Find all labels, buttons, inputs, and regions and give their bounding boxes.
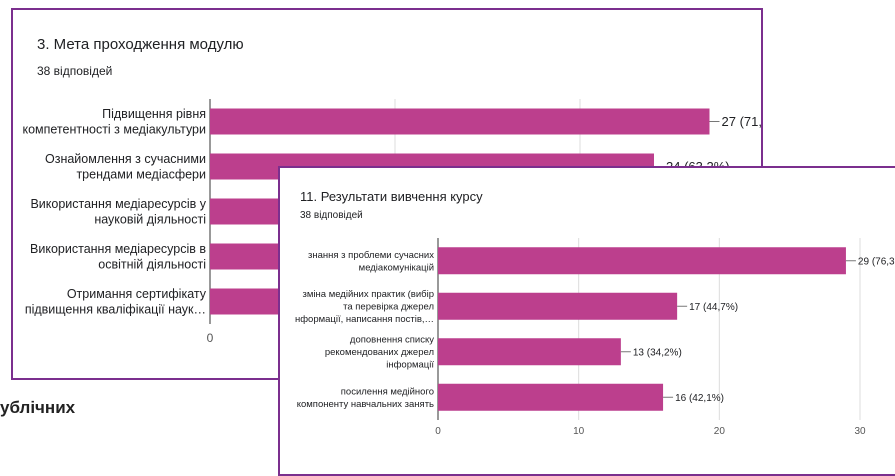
category-label: рекомендованих джерел bbox=[325, 347, 434, 358]
chart-title: 11. Результати вивчення курсу bbox=[300, 189, 483, 204]
data-label: 13 (34,2%) bbox=[633, 347, 682, 358]
category-label: медіакомунікацій bbox=[359, 262, 434, 273]
data-label: 29 (76,3%) bbox=[858, 256, 895, 267]
category-label: нформації, написання постів,… bbox=[295, 314, 434, 325]
bar-chart-course-results: 0 10 20 30 знання з проблеми сучаснихмедіако… bbox=[295, 238, 895, 437]
category-label: компоненту навчальних занять bbox=[297, 399, 434, 410]
category-label: посилення медійного bbox=[341, 386, 434, 397]
category-label: компетентності з медіакультури bbox=[22, 123, 206, 137]
category-label: доповнення списку bbox=[350, 335, 434, 346]
x-tick-label: 10 bbox=[573, 426, 585, 437]
category-label: освітній діяльності bbox=[98, 258, 206, 272]
response-count: 38 відповідей bbox=[37, 64, 113, 78]
bar bbox=[438, 292, 678, 320]
data-label: 27 (71,1%) bbox=[722, 114, 764, 129]
x-tick-label: 30 bbox=[854, 426, 866, 437]
data-label: 16 (42,1%) bbox=[675, 393, 724, 404]
chart-panel-course-results: 11. Результати вивчення курсу 38 відпові… bbox=[278, 166, 895, 476]
bar bbox=[438, 383, 664, 411]
data-label: 17 (44,7%) bbox=[689, 302, 738, 313]
chart-title: 3. Мета проходження модулю bbox=[37, 36, 244, 53]
x-tick-label: 0 bbox=[207, 331, 214, 345]
category-label: та перевірка джерел bbox=[343, 302, 434, 313]
bar bbox=[438, 338, 621, 366]
category-label: науковій діяльності bbox=[94, 213, 206, 227]
bar bbox=[210, 108, 710, 135]
category-label: підвищення кваліфікації наук… bbox=[25, 303, 206, 317]
category-label: Використання медіаресурсів в bbox=[30, 242, 206, 256]
bar bbox=[438, 247, 846, 275]
category-label: Ознайомлення з сучасними bbox=[45, 152, 206, 166]
category-label: Отримання сертифікату bbox=[67, 287, 207, 301]
category-label: трендами медіасфери bbox=[76, 168, 206, 182]
category-label: інформації bbox=[386, 360, 434, 371]
x-tick-label: 0 bbox=[435, 426, 441, 437]
category-label: зміна медійних практик (вибір bbox=[303, 289, 434, 300]
response-count: 38 відповідей bbox=[300, 210, 363, 221]
x-tick-label: 20 bbox=[714, 426, 726, 437]
category-label: Підвищення рівня bbox=[102, 107, 206, 121]
category-label: Використання медіаресурсів у bbox=[30, 197, 206, 211]
background-heading-fragment: ублічних bbox=[0, 398, 76, 417]
category-label: знання з проблеми сучасних bbox=[308, 250, 434, 261]
